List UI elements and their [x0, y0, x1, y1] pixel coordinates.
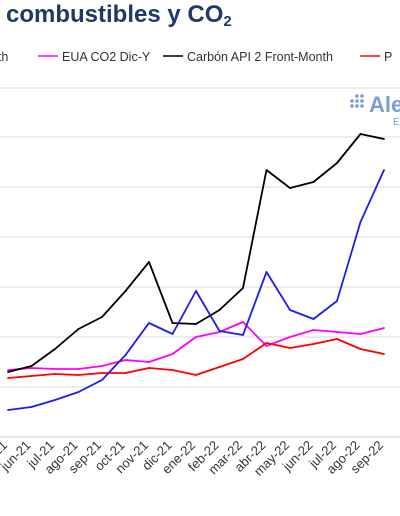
data-point: [124, 372, 127, 374]
data-point: [265, 345, 268, 347]
chart-title: combustibles y CO2: [6, 1, 232, 30]
data-point: [77, 368, 80, 370]
legend-label-2: Carbón API 2 Front-Month: [187, 50, 333, 64]
data-point: [359, 348, 362, 350]
data-point: [54, 368, 56, 370]
data-point: [30, 375, 33, 377]
legend-label-3: P: [384, 50, 392, 64]
data-point: [101, 316, 103, 318]
logo-text: Ale: [369, 92, 400, 117]
logo-dot: [360, 104, 364, 108]
logo-dot: [360, 99, 364, 103]
data-point: [7, 369, 9, 371]
data-point: [265, 271, 268, 273]
data-point: [383, 138, 385, 140]
data-point: [195, 336, 197, 338]
data-point: [195, 323, 197, 325]
data-point: [218, 330, 221, 332]
data-point: [54, 399, 56, 401]
data-point: [30, 406, 33, 408]
data-point: [101, 365, 103, 367]
data-point: [54, 373, 56, 375]
data-point: [336, 162, 338, 164]
legend-label-1: EUA CO2 Dic-Y: [62, 50, 151, 64]
data-point: [312, 343, 315, 345]
data-point: [359, 333, 362, 335]
series-line-2: [7, 338, 385, 379]
data-point: [383, 327, 385, 329]
data-point: [7, 409, 9, 411]
data-point: [242, 358, 244, 360]
data-point: [77, 374, 80, 376]
data-point: [312, 329, 315, 331]
data-point: [336, 338, 338, 340]
data-point: [7, 377, 9, 379]
gridlines: [0, 87, 400, 388]
data-point: [124, 290, 127, 292]
data-point: [77, 328, 80, 330]
data-point: [171, 333, 174, 335]
data-point: [148, 367, 150, 369]
data-point: [383, 169, 385, 171]
data-point: [195, 374, 197, 376]
data-point: [148, 322, 150, 324]
x-axis-ticks: may-21jun-21jul-21ago-21sep-21oct-21nov-…: [0, 438, 386, 479]
data-point: [265, 169, 268, 171]
data-point: [242, 321, 244, 323]
data-point: [77, 391, 80, 393]
data-point: [289, 336, 291, 338]
data-point: [171, 322, 174, 324]
logo-dot: [355, 94, 359, 98]
logo-subtext: E: [393, 117, 400, 128]
logo-dot: [350, 104, 354, 108]
data-point: [242, 334, 244, 336]
data-point: [242, 287, 244, 289]
data-point: [30, 367, 33, 369]
logo-dot: [355, 104, 359, 108]
data-point: [124, 354, 127, 356]
data-point: [218, 366, 221, 368]
data-point: [359, 133, 362, 135]
logo-dot: [355, 99, 359, 103]
data-point: [7, 371, 9, 373]
data-point: [383, 353, 385, 355]
data-point: [148, 361, 150, 363]
data-point: [218, 309, 221, 311]
data-point: [312, 181, 315, 183]
data-point: [289, 187, 291, 189]
data-point: [336, 300, 338, 302]
data-point: [54, 348, 56, 350]
data-point: [101, 372, 103, 374]
data-point: [124, 359, 127, 361]
logo-dot: [360, 94, 364, 98]
data-point: [148, 261, 150, 263]
series-line-0: [7, 321, 385, 371]
data-point: [312, 318, 315, 320]
data-point: [265, 342, 268, 344]
series-layer: [7, 133, 385, 411]
data-point: [171, 353, 174, 355]
data-point: [195, 290, 197, 292]
logo-dot: [350, 99, 354, 103]
data-point: [30, 365, 33, 367]
data-point: [336, 331, 338, 333]
data-point: [289, 309, 291, 311]
data-point: [289, 347, 291, 349]
data-point: [101, 379, 103, 381]
legend: onth EUA CO2 Dic-Y Carbón API 2 Front-Mont…: [0, 50, 392, 64]
legend-label-0: onth: [0, 50, 8, 64]
data-point: [171, 369, 174, 371]
data-point: [359, 221, 362, 223]
